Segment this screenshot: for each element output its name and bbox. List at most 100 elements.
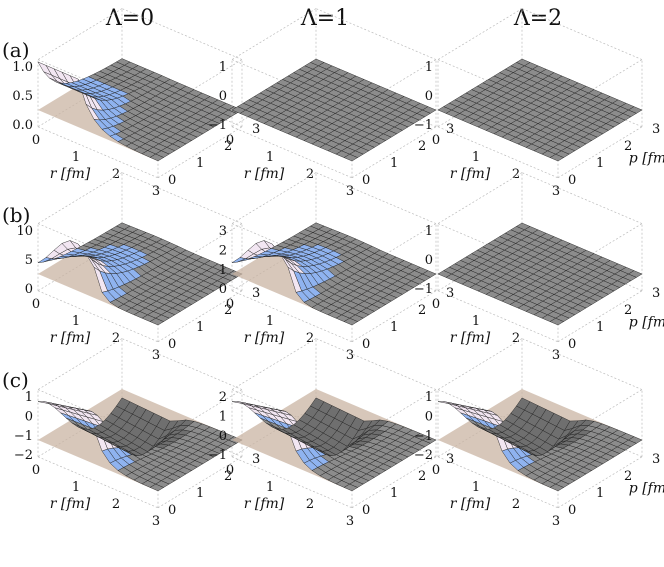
z-tick-label: 0: [425, 409, 433, 424]
p-tick-label: 1: [196, 320, 204, 335]
r-tick-label: 1: [72, 480, 80, 495]
z-tick-label: 0: [25, 282, 33, 297]
z-tick-label: 2: [219, 243, 227, 258]
r-axis-label: r [fm]: [450, 330, 491, 346]
p-tick-label: 0: [362, 173, 370, 188]
p-tick-label: 0: [362, 503, 370, 518]
z-tick-label: 0: [219, 429, 227, 444]
r-axis-label: r [fm]: [244, 166, 285, 182]
r-tick-label: 1: [472, 314, 480, 329]
r-tick-label: 0: [432, 297, 440, 312]
z-tick-label: −1: [208, 118, 227, 133]
surface-mesh: [37, 222, 243, 326]
r-tick-label: 2: [306, 497, 314, 512]
p-tick-label: 1: [596, 486, 604, 501]
p-tick-label: 1: [596, 156, 604, 171]
z-tick-label: 0.0: [12, 118, 33, 133]
r-tick-label: 3: [346, 348, 354, 363]
r-tick-label: 3: [346, 514, 354, 529]
p-tick-label: 1: [196, 156, 204, 171]
r-axis-label: r [fm]: [450, 496, 491, 512]
z-tick-label: 10: [16, 224, 33, 239]
r-tick-label: 3: [152, 348, 160, 363]
r-tick-label: 2: [306, 167, 314, 182]
z-tick-label: 0: [219, 282, 227, 297]
p-tick-label: 0: [568, 173, 576, 188]
r-tick-label: 1: [472, 480, 480, 495]
surface-mesh: [231, 397, 437, 492]
p-tick-label: 2: [418, 303, 426, 318]
z-tick-label: 1: [425, 224, 433, 239]
z-tick-label: 0.5: [12, 89, 33, 104]
r-tick-label: 2: [512, 497, 520, 512]
z-tick-label: 0: [219, 89, 227, 104]
z-tick-label: 5: [25, 253, 33, 268]
r-axis-label: r [fm]: [450, 166, 491, 182]
mesh-cell: [437, 106, 453, 114]
r-axis-label: r [fm]: [50, 166, 91, 182]
z-tick-label: 1.0: [12, 60, 33, 75]
r-tick-label: 3: [552, 514, 560, 529]
mesh-cell: [37, 401, 52, 404]
p-tick-label: 3: [652, 286, 660, 301]
r-tick-label: 3: [346, 184, 354, 199]
p-tick-label: 3: [252, 452, 260, 467]
z-tick-label: 0: [425, 89, 433, 104]
r-tick-label: 0: [32, 297, 40, 312]
r-tick-label: 2: [512, 331, 520, 346]
r-tick-label: 2: [512, 167, 520, 182]
r-tick-label: 3: [152, 184, 160, 199]
row-label-b: (b): [2, 203, 31, 227]
surface-mesh: [231, 58, 437, 162]
r-tick-label: 2: [306, 331, 314, 346]
r-tick-label: 1: [266, 480, 274, 495]
p-tick-label: 3: [446, 452, 454, 467]
p-tick-label: 2: [224, 469, 232, 484]
r-tick-label: 0: [226, 463, 234, 478]
r-tick-label: 1: [472, 150, 480, 165]
r-axis-label: r [fm]: [244, 496, 285, 512]
p-tick-label: 0: [168, 503, 176, 518]
r-tick-label: 0: [432, 463, 440, 478]
p-tick-label: 3: [446, 122, 454, 137]
r-axis-label: r [fm]: [244, 330, 285, 346]
r-tick-label: 0: [32, 463, 40, 478]
mesh-cell: [37, 257, 53, 264]
z-tick-label: −1: [208, 448, 227, 463]
z-tick-label: 3: [219, 224, 227, 239]
row-label-a: (a): [2, 38, 30, 62]
p-tick-label: 2: [624, 139, 632, 154]
p-tick-label: 0: [568, 337, 576, 352]
column-header-lambda-1: Λ=1: [300, 6, 350, 31]
z-tick-label: −1: [414, 282, 433, 297]
p-tick-label: 1: [390, 320, 398, 335]
z-tick-label: 1: [25, 390, 33, 405]
z-tick-label: −1: [14, 429, 33, 444]
r-axis-label: r [fm]: [50, 496, 91, 512]
p-tick-label: 1: [196, 486, 204, 501]
r-tick-label: 3: [152, 514, 160, 529]
r-tick-label: 3: [552, 348, 560, 363]
mesh-cell: [231, 401, 246, 404]
z-tick-label: −2: [14, 448, 33, 463]
r-tick-label: 3: [552, 184, 560, 199]
p-tick-label: 3: [252, 286, 260, 301]
r-axis-label: r [fm]: [50, 330, 91, 346]
z-tick-label: 1: [219, 60, 227, 75]
surface-mesh: [437, 222, 643, 326]
z-tick-label: −1: [414, 429, 433, 444]
r-tick-label: 2: [112, 331, 120, 346]
surface-mesh: [37, 397, 243, 492]
p-tick-label: 3: [252, 122, 260, 137]
p-tick-label: 0: [362, 337, 370, 352]
z-tick-label: −2: [414, 448, 433, 463]
p-tick-label: 2: [624, 303, 632, 318]
